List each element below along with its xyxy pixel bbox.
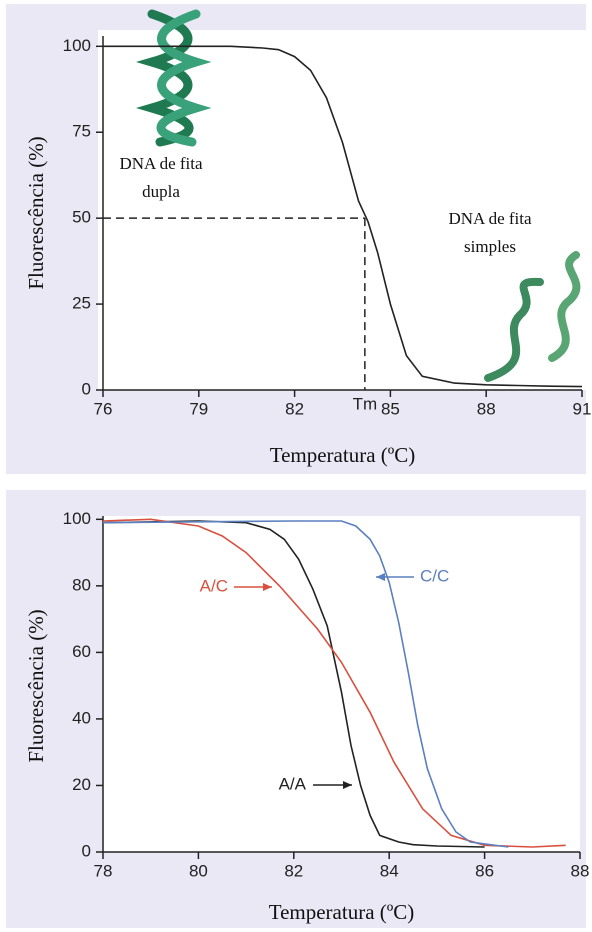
x-tick-label: 86 (475, 861, 494, 880)
plot-area (98, 30, 586, 390)
x-tick-label: 88 (571, 861, 590, 880)
annotation: DNA de fita (448, 209, 532, 228)
y-axis-title: Fluorescência (%) (24, 136, 48, 289)
single-strands (484, 251, 581, 382)
x-tick-label: 84 (380, 861, 399, 880)
arrow-head (263, 583, 272, 591)
y-tick-label: 0 (82, 379, 91, 398)
x-tick-label: 88 (477, 399, 496, 418)
y-tick-label: 75 (72, 122, 91, 141)
data-line (103, 45, 583, 388)
x-tick-label: 82 (284, 861, 303, 880)
double-helix (135, 9, 212, 147)
y-tick-label: 100 (63, 509, 91, 528)
y-tick-label: 0 (82, 841, 91, 860)
data-line (102, 520, 485, 848)
plot-area (103, 516, 580, 852)
series-label: C/C (420, 566, 449, 585)
series-label: A/C (200, 576, 228, 595)
x-tick-label: 91 (573, 399, 592, 418)
reference-label: Tm (353, 394, 378, 413)
arrow-head (376, 573, 385, 581)
annotation: simples (464, 237, 516, 256)
label-bg (350, 399, 379, 419)
x-tick-label: 79 (189, 399, 208, 418)
y-tick-label: 60 (72, 642, 91, 661)
x-tick-label: 76 (94, 399, 113, 418)
y-tick-label: 40 (72, 708, 91, 727)
x-tick-label: 78 (94, 861, 113, 880)
y-tick-label: 50 (72, 208, 91, 227)
x-axis-title: Temperatura (ºC) (270, 443, 416, 467)
x-tick-label: 80 (189, 861, 208, 880)
annotation: DNA de fita (119, 154, 203, 173)
data-line (102, 520, 509, 848)
x-tick-label: 82 (285, 399, 304, 418)
y-axis-title: Fluorescência (%) (24, 609, 48, 762)
x-tick-label: 85 (381, 399, 400, 418)
x-axis-title: Temperatura (ºC) (269, 900, 415, 924)
y-tick-label: 25 (72, 294, 91, 313)
arrow-head (343, 781, 352, 789)
y-tick-label: 80 (72, 575, 91, 594)
y-tick-label: 20 (72, 775, 91, 794)
annotation: dupla (142, 182, 180, 201)
series-label: A/A (279, 774, 307, 793)
y-tick-label: 100 (63, 36, 91, 55)
